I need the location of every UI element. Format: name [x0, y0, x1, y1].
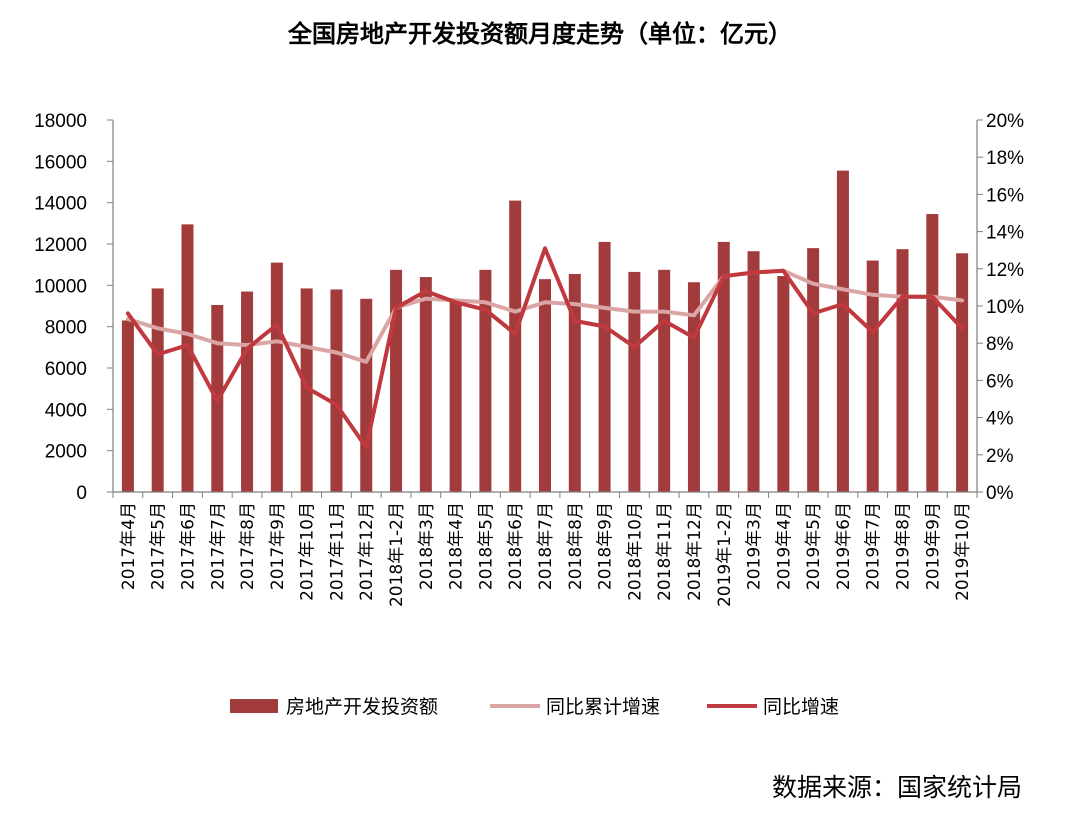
x-tick-label: 2018年5月	[476, 502, 496, 590]
x-tick-label: 2019年3月	[745, 502, 765, 590]
x-tick-label: 2019年7月	[864, 502, 884, 590]
right-tick-label: 2%	[986, 446, 1014, 467]
bar	[509, 200, 522, 492]
bar	[330, 289, 343, 492]
x-tick-label: 2018年11月	[655, 502, 675, 601]
x-tick-label: 2017年8月	[238, 502, 258, 590]
x-tick-label: 2018年4月	[447, 502, 467, 590]
left-tick-label: 0	[76, 483, 87, 504]
left-tick-label: 12000	[34, 235, 87, 256]
x-tick-label: 2017年6月	[178, 502, 198, 590]
x-tick-label: 2017年12月	[357, 502, 377, 601]
x-tick-label: 2018年6月	[506, 502, 526, 590]
legend-label: 同比增速	[763, 696, 839, 718]
bar	[479, 269, 492, 492]
line-series	[125, 246, 965, 450]
bar	[360, 298, 373, 492]
bar	[628, 271, 641, 492]
x-tick-label: 2018年10月	[625, 502, 645, 601]
right-tick-label: 0%	[986, 483, 1014, 504]
x-tick-label: 2017年9月	[268, 502, 288, 590]
bar	[747, 251, 760, 492]
yoy-growth-line	[125, 246, 965, 450]
x-tick-label: 2019年8月	[894, 502, 914, 590]
x-tick-label: 2018年7月	[536, 502, 556, 590]
left-tick-label: 16000	[34, 152, 87, 173]
legend-label: 同比累计增速	[546, 696, 660, 718]
axes: 0 2000 4000 6000 8000 10000 12000 14000 16000 180…	[34, 111, 1024, 607]
bar	[777, 276, 790, 492]
legend-label: 房地产开发投资额	[286, 696, 438, 718]
source-note: 数据来源：国家统计局	[771, 773, 1022, 802]
bar	[390, 269, 403, 492]
x-tick-label: 2019年4月	[774, 502, 794, 590]
bar	[836, 170, 849, 492]
bar	[300, 288, 313, 492]
right-tick-label: 20%	[986, 111, 1024, 132]
chart-title: 全国房地产开发投资额月度走势（单位：亿元）	[288, 20, 792, 48]
x-tick-label: 2018年8月	[566, 502, 586, 590]
x-tick-label: 2018年3月	[417, 502, 437, 590]
x-tick-label: 2018年1-2月	[387, 502, 407, 607]
bar	[419, 277, 432, 492]
x-tick-label: 2017年5月	[149, 502, 169, 590]
right-tick-label: 16%	[986, 185, 1024, 206]
bar	[926, 214, 939, 493]
bar-series	[121, 170, 969, 493]
left-tick-label: 2000	[45, 442, 87, 463]
x-tick-label: 2017年11月	[327, 502, 347, 601]
bar	[717, 241, 730, 492]
left-tick-label: 18000	[34, 111, 87, 132]
bar	[270, 262, 283, 492]
x-tick-label: 2017年7月	[208, 502, 228, 590]
bar	[598, 241, 611, 492]
bar	[241, 291, 254, 492]
bar	[896, 249, 909, 492]
bar	[658, 269, 671, 492]
bar	[151, 288, 164, 492]
bar	[181, 224, 194, 492]
left-tick-label: 6000	[45, 359, 87, 380]
x-tick-label: 2017年10月	[298, 502, 318, 601]
x-tick-label: 2019年5月	[804, 502, 824, 590]
legend: 房地产开发投资额 同比累计增速 同比增速	[230, 696, 839, 718]
right-tick-label: 12%	[986, 260, 1024, 281]
left-tick-label: 8000	[45, 318, 87, 339]
bar	[956, 253, 969, 492]
legend-item-cumulative: 同比累计增速	[490, 696, 660, 718]
legend-item-investment: 房地产开发投资额	[230, 696, 438, 718]
left-tick-label: 4000	[45, 400, 87, 421]
bar	[449, 299, 462, 492]
right-tick-label: 14%	[986, 223, 1024, 244]
bar	[866, 260, 879, 492]
cumulative-growth-line	[125, 268, 965, 364]
x-tick-label: 2019年10月	[953, 502, 973, 601]
x-tick-label: 2019年6月	[834, 502, 854, 590]
bar	[539, 279, 551, 492]
left-tick-label: 14000	[34, 194, 87, 215]
left-tick-label: 10000	[34, 276, 87, 297]
right-tick-label: 4%	[986, 409, 1014, 430]
x-tick-label: 2017年4月	[119, 502, 139, 590]
right-tick-label: 10%	[986, 297, 1024, 318]
legend-swatch	[230, 699, 278, 713]
x-tick-label: 2019年9月	[923, 502, 943, 590]
legend-item-yoy: 同比增速	[707, 696, 839, 718]
bar	[121, 320, 134, 492]
right-tick-label: 18%	[986, 148, 1024, 169]
bar	[568, 273, 581, 492]
x-tick-label: 2018年9月	[596, 502, 616, 590]
x-tick-label: 2019年1-2月	[715, 502, 735, 607]
right-tick-label: 8%	[986, 334, 1014, 355]
x-tick-label: 2018年12月	[685, 502, 705, 601]
right-tick-label: 6%	[986, 371, 1014, 392]
